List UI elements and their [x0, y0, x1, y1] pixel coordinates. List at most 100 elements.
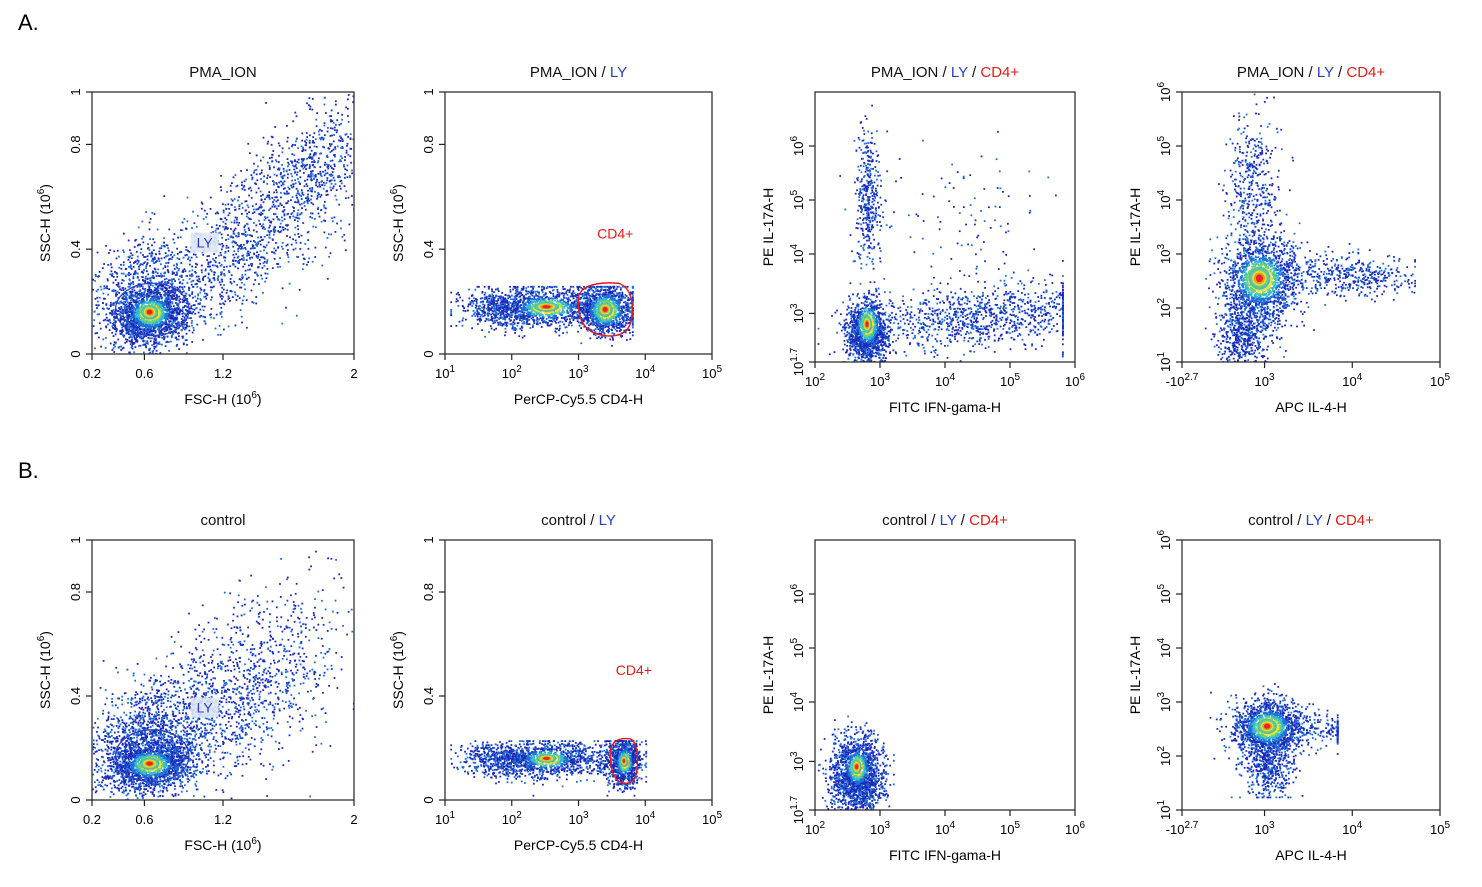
x-tick-label: 2 — [350, 366, 357, 381]
y-axis-label: SSC-H (106) — [36, 631, 53, 709]
x-tick-label: 102 — [805, 820, 825, 837]
y-axis-label: PE IL-17A-H — [1127, 636, 1143, 715]
event-points — [817, 715, 895, 810]
x-tick-label: 0.6 — [135, 812, 153, 827]
plot-4: PMA_ION / LY / CD4+ -102.7 103 104 105 101 102… — [1127, 64, 1450, 415]
y-tick-label: 104 — [1156, 638, 1173, 658]
y-tick-label: 0.8 — [68, 583, 83, 601]
x-axis-label: FSC-H (106) — [184, 390, 261, 407]
y-tick-label: 0.4 — [421, 240, 436, 258]
plot-5: LY control 0.2 0.6 1.2 2 0 0.4 0.8 1 FSC-H (106) SS… — [36, 512, 358, 853]
plot-title: control / LY / CD4+ — [882, 512, 1008, 529]
ly-gate — [114, 729, 190, 783]
y-tick-label: 105 — [1156, 136, 1173, 156]
y-tick-label: 103 — [1156, 244, 1173, 264]
y-tick-label: 0.4 — [421, 687, 436, 705]
x-tick-label: 102 — [805, 372, 825, 389]
y-tick-label: 106 — [789, 136, 806, 156]
x-tick-label: 0.2 — [83, 812, 101, 827]
event-points — [92, 550, 354, 800]
y-tick-label: 104 — [789, 692, 806, 712]
x-tick-label: 0.6 — [135, 366, 153, 381]
x-tick-label: 103 — [870, 372, 890, 389]
plot-3: PMA_ION / LY / CD4+ 102 103 104 105 106 101.7 1… — [760, 64, 1085, 415]
panel-letter-a: A. — [18, 10, 39, 35]
plot-7: control / LY / CD4+ 102 103 104 105 106 101.7 1… — [760, 512, 1085, 863]
y-tick-label: 0 — [421, 796, 436, 803]
plots-layer: LY PMA_ION 0.2 0.6 1.2 2 0 0.4 0.8 1 FSC-H (106) SS… — [36, 64, 1450, 863]
event-points — [450, 285, 634, 347]
ly-gate-label: LY — [197, 235, 214, 251]
y-tick-label: 106 — [1156, 530, 1173, 550]
y-tick-label: 1 — [421, 536, 436, 543]
panel-letter-b: B. — [18, 458, 39, 483]
plot-1: LY PMA_ION 0.2 0.6 1.2 2 0 0.4 0.8 1 FSC-H (106) SS… — [36, 64, 358, 407]
x-tick-label: -102.7 — [1166, 820, 1199, 837]
cd4-gate-label: CD4+ — [597, 226, 633, 242]
y-axis-label: SSC-H (106) — [389, 631, 406, 709]
x-tick-label: 103 — [1255, 372, 1275, 389]
y-tick-label: 106 — [789, 584, 806, 604]
plot-title: PMA_ION / LY — [530, 64, 627, 81]
y-axis-label: SSC-H (106) — [36, 184, 53, 262]
y-tick-label: 105 — [1156, 584, 1173, 604]
x-tick-label: 101 — [435, 810, 455, 827]
x-tick-label: 106 — [1065, 372, 1085, 389]
y-tick-label: 102 — [1156, 746, 1173, 766]
y-tick-label: 102 — [1156, 298, 1173, 318]
x-tick-label: 103 — [870, 820, 890, 837]
x-tick-label: 103 — [568, 364, 588, 381]
y-tick-label: 101 — [1156, 352, 1173, 372]
x-tick-label: 104 — [635, 810, 655, 827]
cd4-gate — [609, 737, 639, 785]
x-tick-label: 102 — [502, 810, 522, 827]
y-tick-label: 1 — [421, 88, 436, 95]
y-tick-label: 103 — [789, 751, 806, 771]
y-tick-label: 101 — [1156, 800, 1173, 820]
plot-title: control — [200, 512, 245, 529]
x-axis-label: FITC IFN-gama-H — [889, 847, 1001, 863]
x-tick-label: 104 — [635, 364, 655, 381]
y-axis-label: PE IL-17A-H — [1127, 188, 1143, 267]
y-axis-label: SSC-H (106) — [389, 184, 406, 262]
x-tick-label: 103 — [1255, 820, 1275, 837]
y-tick-label: 0.4 — [68, 687, 83, 705]
x-tick-label: 1.2 — [214, 366, 232, 381]
plot-2: CD4+ PMA_ION / LY 101 102 103 104 105 0 0.4 0.8 1 P… — [389, 64, 722, 407]
y-tick-label: 105 — [789, 190, 806, 210]
y-tick-label: 0.4 — [68, 240, 83, 258]
y-tick-label: 103 — [789, 303, 806, 323]
cd4-gate-label: CD4+ — [616, 662, 652, 678]
y-tick-label: 105 — [789, 638, 806, 658]
y-tick-label: 0 — [68, 350, 83, 357]
x-tick-label: 0.2 — [83, 366, 101, 381]
x-tick-label: 2 — [350, 812, 357, 827]
x-tick-label: 105 — [702, 364, 722, 381]
event-points — [817, 104, 1064, 362]
y-tick-label: 103 — [1156, 692, 1173, 712]
x-tick-label: 105 — [702, 810, 722, 827]
x-axis-label: APC IL-4-H — [1275, 399, 1347, 415]
y-tick-label: 0 — [68, 796, 83, 803]
y-tick-label: 106 — [1156, 82, 1173, 102]
event-points — [1209, 683, 1339, 799]
plot-frame — [1181, 539, 1441, 811]
x-axis-label: FITC IFN-gama-H — [889, 399, 1001, 415]
x-tick-label: 1.2 — [214, 812, 232, 827]
x-tick-label: 105 — [1000, 820, 1020, 837]
ly-gate-label: LY — [197, 700, 214, 716]
ly-gate — [114, 282, 190, 337]
y-tick-label: 0 — [421, 350, 436, 357]
x-tick-label: 103 — [568, 810, 588, 827]
x-axis-label: FSC-H (106) — [184, 836, 261, 853]
x-tick-label: 102 — [502, 364, 522, 381]
y-tick-label: 1 — [68, 88, 83, 95]
x-tick-label: 105 — [1000, 372, 1020, 389]
plot-frame — [91, 539, 355, 801]
event-points — [450, 740, 648, 797]
event-points — [92, 94, 354, 354]
x-tick-label: -102.7 — [1166, 372, 1199, 389]
x-tick-label: 104 — [1342, 372, 1362, 389]
x-tick-label: 104 — [935, 820, 955, 837]
y-tick-label: 0.8 — [421, 583, 436, 601]
